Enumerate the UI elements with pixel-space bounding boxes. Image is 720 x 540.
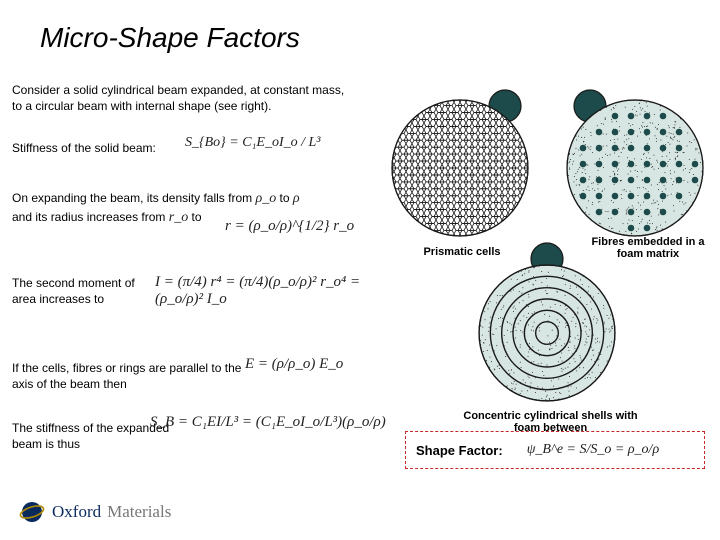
second-moment-label: The second moment of area increases to [12,275,162,307]
equation-stiffness-expanded: S_B = C₁EI/L³ = (C₁E_oI_o/L³)(ρ_o/ρ) [150,414,390,431]
caption-prismatic: Prismatic cells [407,246,517,258]
oxford-materials-logo: Oxford Materials [18,498,171,526]
shape-factor-label: Shape Factor: [416,443,503,458]
logo-text-oxford: Oxford [52,502,101,522]
microstructure-diagram [385,78,720,458]
equation-shape-factor: ψ_B^e = S/S_o = ρ_o/ρ [527,442,659,458]
rho-symbol: ρ [293,191,300,206]
parallel-cells-label: If the cells, fibres or rings are parall… [12,360,242,392]
ro-symbol: r_o [169,210,188,225]
logo-text-materials: Materials [107,502,171,522]
p3-a: On expanding the beam, its density falls… [12,191,252,205]
p3-d: to [192,210,202,224]
p3-c: and its radius increases from [12,210,165,224]
caption-fibres: Fibres embedded in a foam matrix [583,236,713,260]
rho-o-symbol: ρ_o [255,191,276,206]
page-title: Micro-Shape Factors [40,22,300,54]
figure-panel: Prismatic cells Fibres embedded in a foa… [385,78,720,458]
equation-modulus: E = (ρ/ρ_o) E_o [245,356,365,373]
globe-icon [18,498,46,526]
shape-factor-box: Shape Factor: ψ_B^e = S/S_o = ρ_o/ρ [405,431,705,469]
p3-b: to [280,191,290,205]
equation-stiffness-solid: S_{Bo} = C₁E_oI_o / L³ [185,135,321,151]
intro-paragraph: Consider a solid cylindrical beam expand… [12,82,352,114]
equation-radius: r = (ρ_o/ρ)^{1/2} r_o [225,218,365,235]
equation-second-moment: I = (π/4) r⁴ = (π/4)(ρ_o/ρ)² r_o⁴ = (ρ_o… [155,274,385,308]
